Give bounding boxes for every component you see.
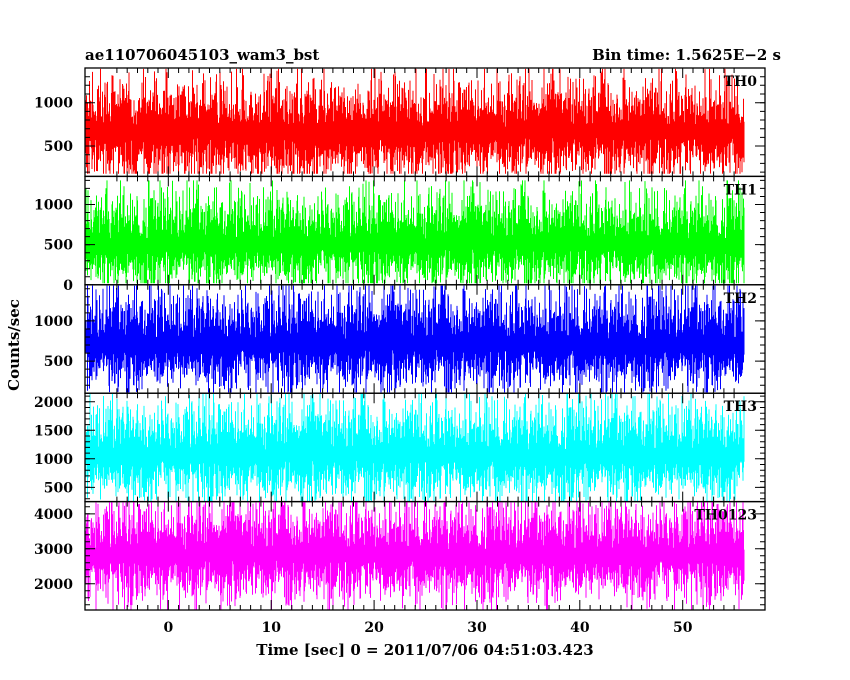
y-tick-label: 1500 [34, 423, 73, 439]
series-line-th0123 [85, 502, 745, 610]
series-line-th3 [85, 393, 745, 501]
y-tick-label: 2000 [34, 395, 73, 411]
x-tick-label: 0 [163, 620, 173, 636]
x-tick-label: 50 [673, 620, 693, 636]
series-line-th1 [85, 180, 745, 284]
panel-label-th0: TH0 [724, 74, 758, 90]
x-ticks [116, 176, 735, 285]
x-ticks [116, 68, 735, 177]
series-line-th2 [85, 285, 745, 393]
panel-label-th3: TH3 [724, 399, 757, 415]
y-axis-label: Counts/sec [5, 299, 23, 391]
y-tick-label: 500 [44, 480, 73, 496]
x-ticks [116, 393, 735, 502]
y-tick-label: 500 [44, 354, 73, 370]
panel-label-th1: TH1 [724, 182, 757, 198]
x-ticks [116, 284, 735, 394]
x-ticks [116, 501, 735, 610]
figure-right-title: Bin time: 1.5625E−2 s [592, 46, 781, 64]
y-tick-label: 1000 [34, 452, 73, 468]
y-tick-label: 1000 [34, 96, 73, 112]
panel-th1: 0 500 1000 TH1 [34, 175, 766, 294]
panel-th0123: 2000 3000 4000 TH0123 [34, 500, 766, 611]
x-tick-label: 10 [261, 620, 281, 636]
y-tick-label: 3000 [34, 542, 73, 558]
series-line-th0 [85, 68, 745, 174]
y-tick-label: 4000 [34, 507, 73, 523]
panel-label-th0123: TH0123 [694, 508, 757, 524]
y-tick-label: 1000 [34, 314, 73, 330]
x-tick-label: 20 [364, 620, 384, 636]
panel-th0: 500 1000 TH0 [34, 67, 766, 178]
figure-left-title: ae110706045103_wam3_bst [85, 46, 319, 64]
y-tick-label: 2000 [34, 577, 73, 593]
y-tick-label: 500 [44, 238, 73, 254]
panel-th2: 500 1000 TH2 [34, 284, 766, 394]
y-tick-label: 1000 [34, 198, 73, 214]
x-axis: 0 10 20 30 40 50 [163, 620, 692, 636]
x-tick-label: 40 [570, 620, 590, 636]
x-tick-label: 30 [467, 620, 487, 636]
y-tick-label: 0 [63, 278, 73, 294]
panel-th3: 500 1000 1500 2000 TH3 [34, 392, 766, 503]
y-tick-label: 500 [44, 139, 73, 155]
panel-label-th2: TH2 [724, 291, 757, 307]
x-axis-label: Time [sec] 0 = 2011/07/06 04:51:03.423 [256, 641, 593, 659]
panels-group: 500 1000 TH0 0 500 1000 TH1 500 1000 TH2 500 1000 15… [34, 67, 766, 611]
